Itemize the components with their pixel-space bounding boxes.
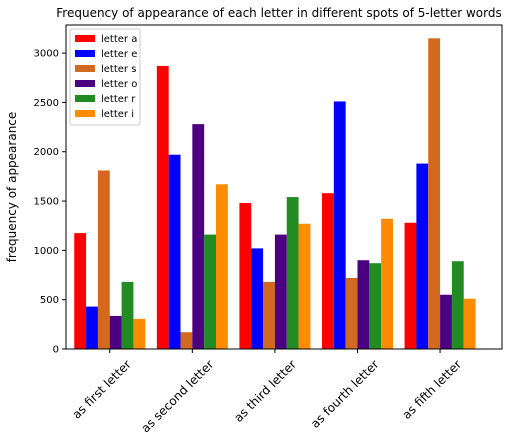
bar <box>109 315 122 349</box>
bar <box>416 163 429 349</box>
legend-swatch <box>75 35 95 42</box>
x-tick-label: as second letter <box>138 357 216 435</box>
bar <box>369 263 382 349</box>
bar <box>404 222 417 349</box>
x-tick-label: as fourth letter <box>308 357 382 431</box>
bar <box>286 197 299 349</box>
bar <box>440 294 452 349</box>
legend-label: letter s <box>101 64 136 75</box>
y-tick-label: 0 <box>53 345 59 356</box>
bar <box>239 203 252 349</box>
y-tick-label: 1000 <box>34 246 59 257</box>
y-tick-label: 1500 <box>34 197 59 208</box>
y-tick-label: 2500 <box>34 98 59 109</box>
bar <box>451 261 464 349</box>
bar <box>357 260 370 349</box>
legend-label: letter e <box>101 49 137 60</box>
x-tick-label: as first letter <box>69 357 133 421</box>
bar <box>133 318 146 349</box>
legend-swatch <box>75 110 95 117</box>
y-tick-label: 2000 <box>34 147 59 158</box>
bar <box>251 248 264 349</box>
legend-label: letter a <box>101 34 137 45</box>
bar <box>345 277 358 349</box>
bar <box>263 281 275 349</box>
bar <box>216 184 228 349</box>
bar <box>192 124 205 349</box>
bar <box>74 233 87 349</box>
x-tick-label: as third letter <box>231 357 299 425</box>
bar <box>463 298 476 349</box>
x-tick-label: as fifth letter <box>399 357 464 422</box>
y-axis-label: frequency of appearance <box>5 112 19 263</box>
bar <box>156 65 169 349</box>
legend-swatch <box>75 95 95 102</box>
bar <box>121 281 134 349</box>
bar <box>381 218 393 349</box>
legend-swatch <box>75 50 95 57</box>
y-tick-label: 500 <box>40 295 59 306</box>
bar <box>86 306 98 349</box>
plot-frame <box>65 24 503 350</box>
bar <box>168 154 181 349</box>
bar <box>298 223 311 349</box>
legend-swatch <box>75 80 95 87</box>
chart-title: Frequency of appearance of each letter i… <box>56 6 501 20</box>
bar <box>321 193 334 349</box>
bar <box>97 170 110 349</box>
bar <box>428 38 441 350</box>
legend-label: letter r <box>101 94 136 105</box>
legend-swatch <box>75 65 95 72</box>
bar <box>333 101 346 349</box>
bar <box>180 332 193 349</box>
legend-label: letter o <box>101 79 137 90</box>
bar <box>274 234 287 349</box>
legend-label: letter i <box>101 109 134 120</box>
bar <box>204 234 217 349</box>
y-tick-label: 3000 <box>34 49 59 60</box>
